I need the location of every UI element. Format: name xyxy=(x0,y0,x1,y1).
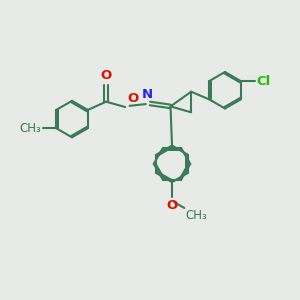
Text: CH₃: CH₃ xyxy=(20,122,41,135)
Text: O: O xyxy=(167,199,178,212)
Text: CH₃: CH₃ xyxy=(185,209,207,223)
Text: O: O xyxy=(127,92,139,105)
Text: Cl: Cl xyxy=(256,75,271,88)
Text: O: O xyxy=(100,69,112,82)
Text: N: N xyxy=(141,88,152,101)
